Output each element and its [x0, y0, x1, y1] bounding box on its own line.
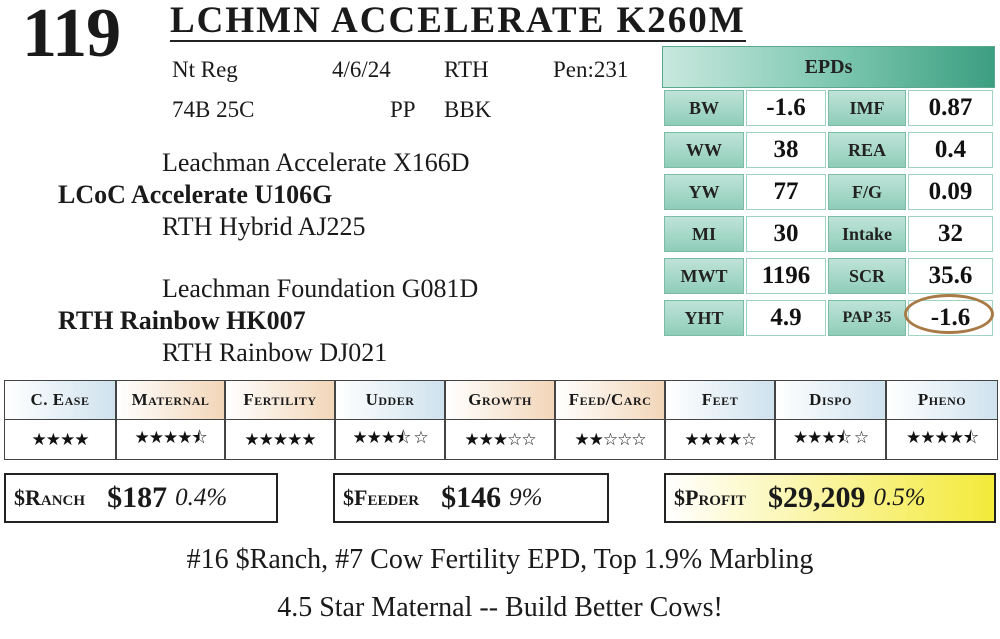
pen-number: Pen:231 — [553, 57, 629, 82]
animal-name: LCHMN ACCELERATE K260M — [170, 0, 746, 42]
birth-date: 4/6/24 — [332, 57, 391, 82]
trait-header: Feet — [665, 380, 775, 420]
epd-row: MWT 1196 SCR 35.6 — [662, 258, 995, 300]
epd-label: IMF — [828, 90, 906, 126]
trait-stars: ★★★★⯪ — [116, 420, 225, 460]
pedigree-dam-sire: Leachman Foundation G081D — [162, 274, 479, 303]
epd-table-title: EPDs — [662, 46, 995, 88]
profit-index-label: $Profit — [674, 485, 746, 510]
polled-status: PP — [390, 97, 416, 122]
trait-header: Fertility — [225, 380, 335, 420]
trait-ratings: C. Ease Maternal Fertility Udder Growth … — [4, 380, 998, 460]
trait-stars: ★★★☆☆ — [445, 420, 555, 460]
trait-stars: ★★☆☆☆ — [555, 420, 665, 460]
trait-header: Pheno — [886, 380, 998, 420]
epd-value: 1196 — [746, 258, 826, 294]
trait-stars: ★★★★ — [4, 420, 116, 460]
epd-value: 77 — [746, 174, 826, 210]
epd-label: WW — [664, 132, 744, 168]
highlights-line-2: 4.5 Star Maternal -- Build Better Cows! — [277, 592, 723, 623]
epd-label: MI — [664, 216, 744, 252]
epd-label: F/G — [828, 174, 906, 210]
coat-color: BBK — [444, 97, 492, 122]
epd-value: 30 — [746, 216, 826, 252]
epd-row: WW 38 REA 0.4 — [662, 132, 995, 174]
epd-label: YW — [664, 174, 744, 210]
epd-row: YHT 4.9 PAP 35 -1.6 — [662, 294, 995, 342]
epd-label: YHT — [664, 300, 744, 336]
epd-table: EPDs BW -1.6 IMF 0.87 WW 38 REA 0.4 YW 7… — [662, 46, 995, 340]
epd-label: BW — [664, 90, 744, 126]
trait-header: Udder — [335, 380, 445, 420]
trait-header: C. Ease — [4, 380, 116, 420]
epd-value: 38 — [746, 132, 826, 168]
epd-value: 32 — [908, 216, 993, 252]
pedigree-sire-sire: Leachman Accelerate X166D — [162, 148, 470, 177]
feeder-index-label: $Feeder — [343, 485, 420, 510]
ranch-index-percentile: 0.4% — [175, 484, 228, 511]
ranch-index-box: $Ranch $187 0.4% — [4, 473, 278, 523]
profit-index-box: $Profit $29,209 0.5% — [664, 473, 996, 523]
profit-index-value: $29,209 — [767, 481, 866, 514]
trait-stars: ★★★★⯪ — [886, 420, 998, 460]
epd-value: 35.6 — [908, 258, 993, 294]
feeder-index-value: $146 — [441, 481, 502, 514]
epd-value: 0.4 — [908, 132, 993, 168]
epd-value: 4.9 — [746, 300, 826, 336]
pedigree-dam-dam: RTH Rainbow DJ021 — [162, 338, 388, 367]
epd-label: REA — [828, 132, 906, 168]
registration-type: Nt Reg — [172, 57, 238, 82]
epd-label: SCR — [828, 258, 906, 294]
trait-stars: ★★★★☆ — [665, 420, 775, 460]
trait-header: Dispo — [775, 380, 886, 420]
trait-header: Feed/Carc — [555, 380, 665, 420]
epd-value: 0.87 — [908, 90, 993, 126]
epd-row: BW -1.6 IMF 0.87 — [662, 90, 995, 132]
lot-number: 119 — [22, 0, 121, 72]
trait-stars: ★★★⯪ ☆ — [775, 420, 886, 460]
feeder-index-box: $Feeder $146 9% — [333, 473, 609, 523]
trait-header: Maternal — [116, 380, 225, 420]
ranch-index-value: $187 — [107, 481, 168, 514]
profit-index-percentile: 0.5% — [873, 484, 926, 511]
pedigree-dam: RTH Rainbow HK007 — [58, 306, 306, 335]
highlight-circle — [904, 294, 994, 334]
trait-stars: ★★★★★ — [225, 420, 335, 460]
epd-row: YW 77 F/G 0.09 — [662, 174, 995, 216]
epd-label: PAP 35 — [828, 300, 906, 336]
epd-value: 0.09 — [908, 174, 993, 210]
trait-header: Growth — [445, 380, 555, 420]
ranch-index-label: $Ranch — [14, 485, 86, 510]
epd-label: Intake — [828, 216, 906, 252]
epd-row: MI 30 Intake 32 — [662, 216, 995, 258]
pedigree-sire: LCoC Accelerate U106G — [58, 180, 333, 209]
feeder-index-percentile: 9% — [509, 484, 543, 511]
tag-ids: 74B 25C — [172, 97, 255, 122]
herd-prefix: RTH — [444, 57, 489, 82]
epd-label: MWT — [664, 258, 744, 294]
trait-stars: ★★★⯪ ☆ — [335, 420, 445, 460]
pedigree-sire-dam: RTH Hybrid AJ225 — [162, 212, 366, 241]
highlights-line-1: #16 $Ranch, #7 Cow Fertility EPD, Top 1.… — [186, 544, 814, 575]
epd-value: -1.6 — [746, 90, 826, 126]
